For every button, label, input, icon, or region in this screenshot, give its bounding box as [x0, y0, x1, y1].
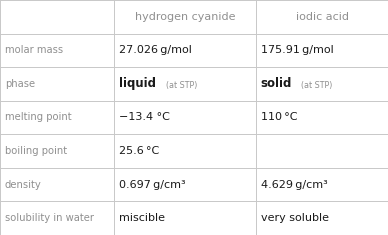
Text: 110 °C: 110 °C — [261, 113, 297, 122]
Text: 0.697 g/cm³: 0.697 g/cm³ — [119, 180, 186, 190]
Text: miscible: miscible — [119, 213, 165, 223]
Text: molar mass: molar mass — [5, 45, 63, 55]
Text: 25.6 °C: 25.6 °C — [119, 146, 159, 156]
Text: 27.026 g/mol: 27.026 g/mol — [119, 45, 192, 55]
Text: liquid: liquid — [119, 77, 156, 90]
Text: melting point: melting point — [5, 113, 71, 122]
Text: phase: phase — [5, 79, 35, 89]
Text: iodic acid: iodic acid — [296, 12, 348, 22]
Text: −13.4 °C: −13.4 °C — [119, 113, 170, 122]
Text: (at STP): (at STP) — [161, 81, 197, 90]
Text: 175.91 g/mol: 175.91 g/mol — [261, 45, 333, 55]
Text: hydrogen cyanide: hydrogen cyanide — [135, 12, 236, 22]
Text: solid: solid — [261, 77, 292, 90]
Text: (at STP): (at STP) — [296, 81, 333, 90]
Text: 4.629 g/cm³: 4.629 g/cm³ — [261, 180, 327, 190]
Text: density: density — [5, 180, 42, 190]
Text: boiling point: boiling point — [5, 146, 67, 156]
Text: solubility in water: solubility in water — [5, 213, 94, 223]
Text: very soluble: very soluble — [261, 213, 329, 223]
